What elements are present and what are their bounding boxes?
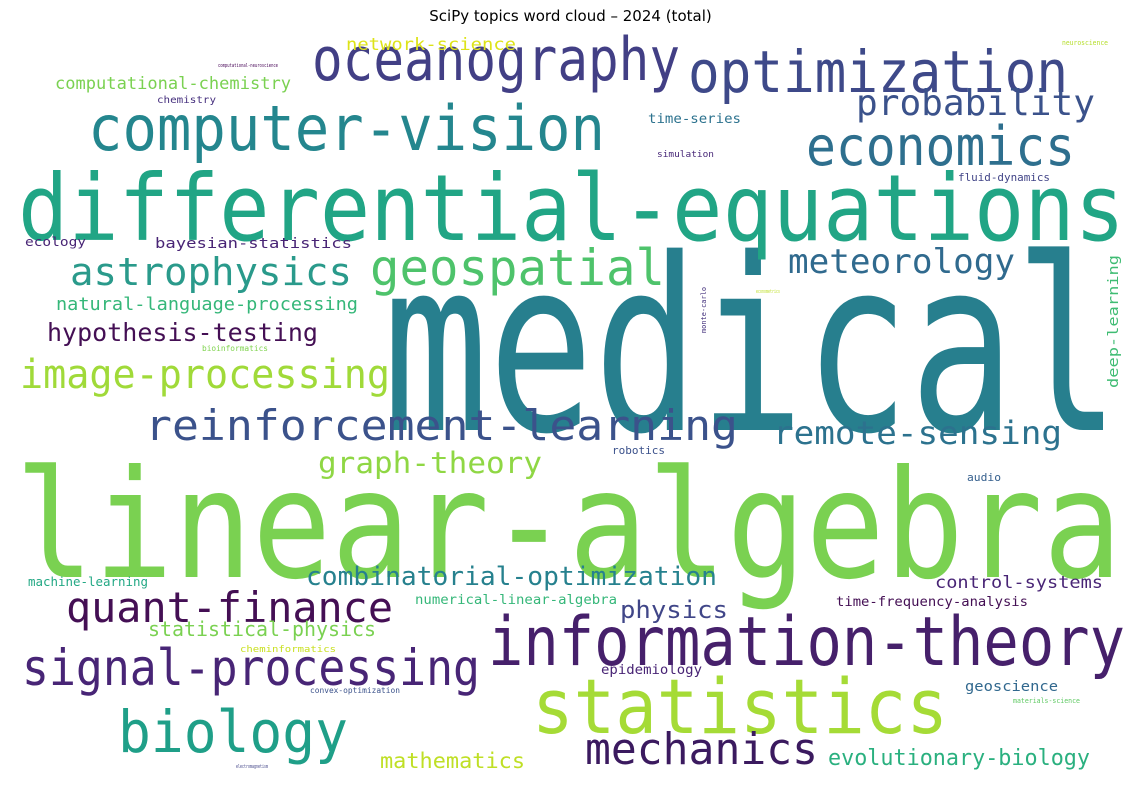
- word-epidemiology: epidemiology: [601, 663, 702, 678]
- word-bayesian-statistics: bayesian-statistics: [155, 236, 352, 252]
- word-optimization: optimization: [688, 38, 1068, 106]
- word-statistical-physics: statistical-physics: [148, 617, 376, 641]
- word-image-processing: image-processing: [20, 352, 390, 398]
- word-numerical-linear-algebra: numerical-linear-algebra: [415, 593, 617, 608]
- word-bioinformatics: bioinformatics: [202, 344, 268, 353]
- word-statistics: statistics: [532, 662, 948, 751]
- word-differential-equations: differential-equations: [18, 155, 1125, 262]
- word-combinatorial-optimization: combinatorial-optimization: [306, 562, 717, 592]
- word-cheminformatics: cheminformatics: [240, 645, 336, 655]
- word-audio: audio: [967, 471, 1001, 484]
- word-linear-algebra: linear-algebra: [15, 439, 1122, 613]
- word-astrophysics: astrophysics: [70, 250, 352, 294]
- word-hypothesis-testing: hypothesis-testing: [47, 318, 318, 347]
- word-meteorology: meteorology: [788, 242, 1015, 282]
- word-computational-neuroscience: computational-neuroscience: [218, 63, 278, 69]
- word-ecology: ecology: [25, 235, 86, 249]
- word-mechanics: mechanics: [585, 724, 818, 775]
- word-geoscience: geoscience: [965, 679, 1058, 695]
- word-monte-carlo: monte-carlo: [700, 287, 708, 333]
- word-robotics: robotics: [612, 444, 665, 457]
- word-electromagnetism: electromagnetism: [236, 764, 268, 770]
- figure-title: SciPy topics word cloud – 2024 (total): [429, 7, 712, 25]
- word-time-series: time-series: [648, 112, 741, 127]
- word-deep-learning: deep-learning: [1106, 255, 1122, 388]
- word-oceanography: oceanography: [312, 25, 680, 95]
- word-reinforcement-learning: reinforcement-learning: [145, 401, 738, 450]
- word-econometrics: econometrics: [756, 289, 780, 295]
- word-geospatial: geospatial: [370, 239, 665, 297]
- word-time-frequency-analysis: time-frequency-analysis: [836, 595, 1028, 610]
- word-control-systems: control-systems: [935, 573, 1103, 593]
- word-convex-optimization: convex-optimization: [310, 686, 400, 695]
- word-materials-science: materials-science: [1013, 697, 1080, 705]
- word-evolutionary-biology: evolutionary-biology: [828, 746, 1090, 771]
- word-quant-finance: quant-finance: [66, 583, 393, 632]
- word-information-theory: information-theory: [488, 603, 1125, 682]
- word-graph-theory: graph-theory: [318, 446, 542, 480]
- word-remote-sensing: remote-sensing: [773, 414, 1062, 452]
- word-network-science: network-science: [346, 35, 516, 55]
- word-economics: economics: [806, 115, 1075, 178]
- word-machine-learning: machine-learning: [28, 575, 148, 589]
- word-simulation: simulation: [657, 150, 714, 160]
- word-neuroscience: neuroscience: [1062, 39, 1108, 47]
- word-computational-chemistry: computational-chemistry: [55, 74, 291, 94]
- word-medical: medical: [383, 207, 1120, 487]
- word-chemistry: chemistry: [157, 95, 216, 106]
- word-biology: biology: [118, 698, 348, 766]
- word-probability: probability: [856, 83, 1095, 124]
- word-computer-vision: computer-vision: [88, 92, 605, 165]
- word-natural-language-processing: natural-language-processing: [56, 294, 358, 315]
- word-physics: physics: [620, 596, 728, 624]
- word-fluid-dynamics: fluid-dynamics: [958, 171, 1050, 184]
- word-mathematics: mathematics: [380, 749, 525, 773]
- word-signal-processing: signal-processing: [22, 639, 480, 697]
